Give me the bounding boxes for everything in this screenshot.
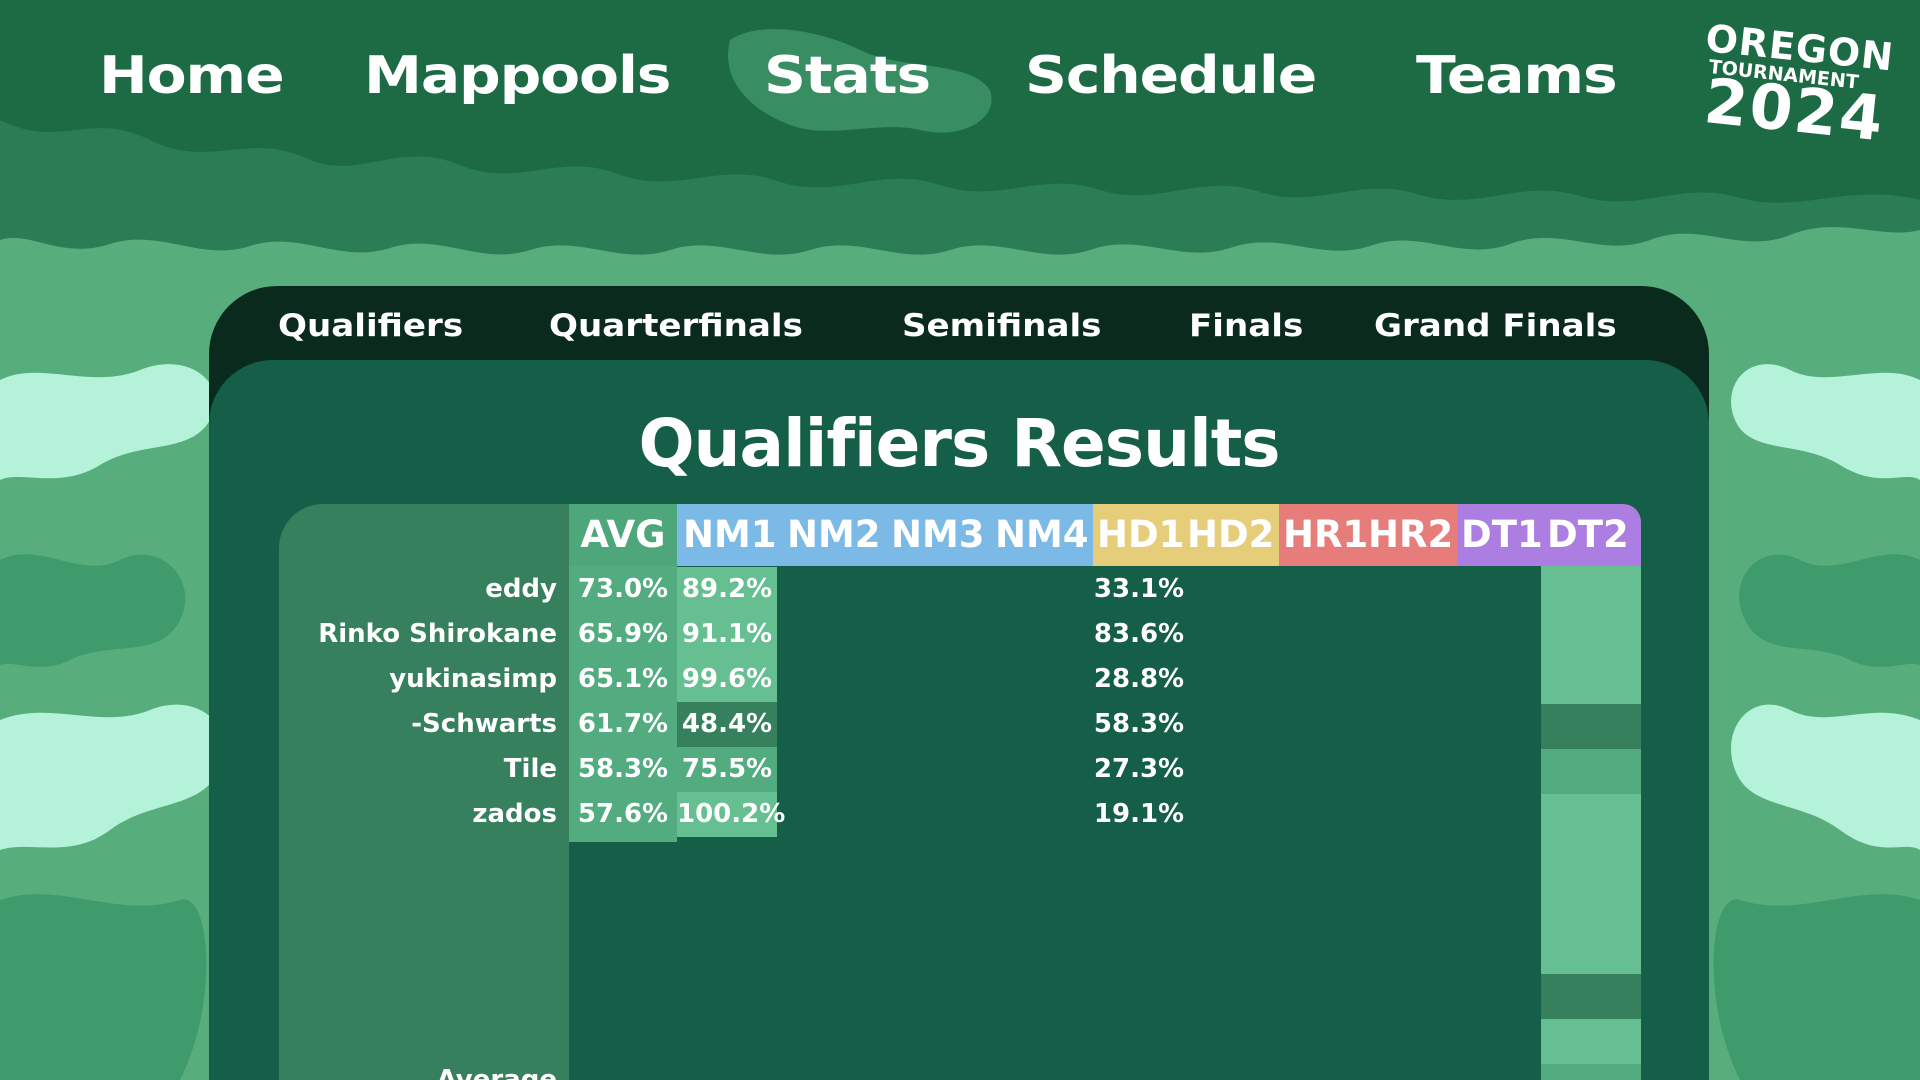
logo-year-text: 2024 [1700,64,1889,156]
header-nm1[interactable]: NM1 [683,513,777,556]
table-row[interactable]: eddy 73.0% 89.2% 33.1% [279,567,1641,612]
tab-grand-finals[interactable]: Grand Finals [1374,308,1617,344]
tournament-logo[interactable]: OREGON TOURNAMENT 2024 [1701,16,1908,155]
round-tabs: Qualifiers Quarterfinals Semifinals Fina… [209,286,1709,360]
nm1-score: 100.2% [677,792,785,837]
nav-schedule-link[interactable]: Schedule [1025,46,1317,106]
player-name[interactable]: Rinko Shirokane [318,619,557,649]
tab-quarterfinals[interactable]: Quarterfinals [549,308,803,344]
player-name[interactable]: yukinasimp [389,664,557,694]
header-dt2[interactable]: DT2 [1547,513,1629,556]
header-hd1[interactable]: HD1 [1097,513,1185,556]
avg-score: 57.6% [577,799,669,829]
header-hd2[interactable]: HD2 [1187,513,1275,556]
nav-home-link[interactable]: Home [99,46,285,106]
header-hr-group: HR1 HR2 [1279,504,1457,566]
header-hr2[interactable]: HR2 [1368,513,1454,556]
page-title: Qualifiers Results [638,405,1280,482]
hd1-score: 19.1% [1093,799,1185,829]
hd1-score: 83.6% [1093,619,1185,649]
nm1-score: 75.5% [677,747,777,792]
hd1-score: 27.3% [1093,754,1185,784]
tab-finals[interactable]: Finals [1189,308,1304,344]
avg-score: 73.0% [577,574,669,604]
player-name[interactable]: -Schwarts [411,709,557,739]
tab-qualifiers[interactable]: Qualifiers [278,308,464,344]
nav-stats-link[interactable]: Stats [764,46,931,106]
player-name[interactable]: eddy [485,574,557,604]
header-dt1[interactable]: DT1 [1461,513,1543,556]
nm1-score: 48.4% [677,702,777,747]
dt2-column-segment [1541,1019,1641,1064]
table-row[interactable]: -Schwarts 61.7% 48.4% 58.3% [279,702,1641,747]
avg-column-background [569,566,677,842]
results-content: Qualifiers Results AVG NM1 NM2 NM3 NM4 H… [209,360,1709,1080]
nav-mappools-link[interactable]: Mappools [364,46,671,106]
player-name[interactable]: Tile [503,754,557,784]
tab-semifinals[interactable]: Semifinals [902,308,1102,344]
header-hr1[interactable]: HR1 [1283,513,1369,556]
hd1-score: 28.8% [1093,664,1185,694]
average-row-label: Average [436,1065,557,1080]
avg-score: 58.3% [577,754,669,784]
header-nm4[interactable]: NM4 [995,513,1089,556]
avg-score: 61.7% [577,709,669,739]
dt2-column-segment [1541,794,1641,974]
table-row[interactable]: Tile 58.3% 75.5% 27.3% [279,747,1641,792]
main-navigation: Home Mappools Stats Schedule Teams [0,44,1700,114]
header-nm-group: NM1 NM2 NM3 NM4 [677,504,1093,566]
table-row[interactable]: yukinasimp 65.1% 99.6% 28.8% [279,657,1641,702]
results-table: AVG NM1 NM2 NM3 NM4 HD1 HD2 HR1 HR2 DT1 … [279,504,1641,1080]
results-panel: Qualifiers Quarterfinals Semifinals Fina… [209,286,1709,1080]
avg-score: 65.1% [577,664,669,694]
header-dt-group: DT1 DT2 [1457,504,1641,566]
header-avg[interactable]: AVG [569,504,677,566]
nav-teams-link[interactable]: Teams [1416,46,1618,106]
dt2-column-segment [1541,974,1641,1019]
player-name-column [279,504,569,1080]
nm1-score: 89.2% [677,567,777,612]
avg-score: 65.9% [577,619,669,649]
dt2-column-segment [1541,566,1641,704]
hd1-score: 58.3% [1093,709,1185,739]
header-nm3[interactable]: NM3 [891,513,985,556]
table-row[interactable]: Rinko Shirokane 65.9% 91.1% 83.6% [279,612,1641,657]
header-nm2[interactable]: NM2 [787,513,881,556]
nm1-score: 91.1% [677,612,777,657]
nm1-score: 99.6% [677,657,777,702]
dt2-column-segment [1541,1064,1641,1080]
dt2-column-segment [1541,749,1641,794]
header-hd-group: HD1 HD2 [1093,504,1279,566]
hd1-score: 33.1% [1093,574,1185,604]
player-name[interactable]: zados [472,799,557,829]
table-row[interactable]: zados 57.6% 100.2% 19.1% [279,792,1641,837]
dt2-column-segment [1541,704,1641,749]
